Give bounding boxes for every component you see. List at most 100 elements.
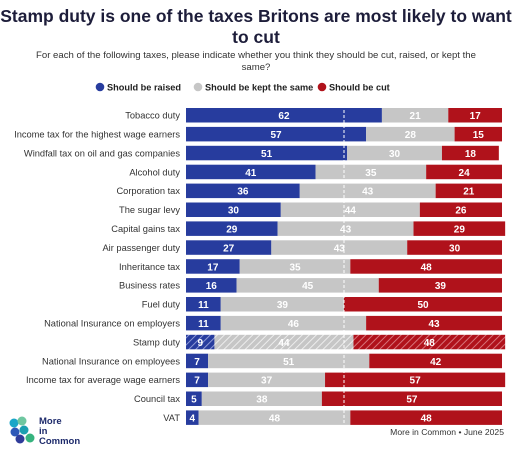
bar-should-be-cut [407, 240, 502, 255]
bar-should-be-kept-the-same [220, 297, 344, 312]
data-label: 17 [207, 262, 219, 273]
data-label: 15 [473, 130, 485, 141]
bar-should-be-cut [353, 334, 506, 350]
data-label: 43 [428, 319, 440, 330]
chart-rows: Tobacco duty 62 21 17 Income tax for the hig… [14, 108, 506, 425]
bar-should-be-cut [419, 202, 502, 217]
data-label: 37 [261, 376, 273, 387]
category-label: Air passenger duty [102, 243, 180, 253]
bar-should-be-raised [186, 372, 209, 388]
bar-should-be-kept-the-same [208, 353, 370, 369]
data-label: 21 [463, 187, 475, 198]
bar-should-be-kept-the-same [271, 240, 408, 255]
bar-should-be-cut [448, 108, 502, 123]
data-label: 43 [340, 224, 352, 235]
data-label: 57 [410, 376, 422, 387]
category-label: The sugar levy [119, 205, 180, 215]
bar-should-be-kept-the-same [214, 334, 354, 350]
data-label: 48 [421, 262, 433, 273]
bar-should-be-raised [186, 259, 240, 274]
data-label: 7 [194, 376, 200, 387]
bar-should-be-kept-the-same [208, 372, 326, 388]
bar-should-be-raised [186, 108, 382, 123]
data-label: 17 [470, 111, 482, 122]
bar-should-be-raised [186, 315, 221, 331]
data-label: 27 [223, 243, 235, 254]
data-label: 35 [365, 168, 377, 179]
category-label: Corporation tax [116, 186, 180, 196]
bar-should-be-raised [186, 334, 215, 350]
data-label: 5 [191, 395, 197, 406]
data-label: 30 [449, 243, 461, 254]
bar-should-be-raised [186, 221, 278, 236]
bar-should-be-cut [325, 372, 506, 388]
bar-should-be-cut [378, 278, 502, 293]
data-label: 35 [289, 262, 301, 273]
data-label: 16 [206, 281, 218, 292]
data-label: 4 [190, 413, 196, 424]
data-label: 44 [345, 206, 357, 217]
bar-should-be-raised [186, 410, 199, 425]
data-label: 51 [261, 149, 273, 160]
legend-marker-should-be-raised [95, 82, 105, 92]
bar-should-be-kept-the-same [201, 391, 322, 406]
brand-name-line3: Common [39, 436, 80, 445]
data-label: 39 [277, 300, 289, 311]
data-label: 28 [405, 130, 417, 141]
bar-should-be-raised [186, 391, 202, 406]
data-label: 11 [198, 300, 209, 311]
data-label: 41 [245, 168, 257, 179]
category-label: Alcohol duty [129, 167, 180, 177]
bar-should-be-raised [186, 183, 300, 199]
data-label: 46 [288, 319, 300, 330]
bar-should-be-cut [441, 145, 499, 161]
source-note: More in Common • June 2025 [390, 427, 504, 437]
bar-should-be-cut [435, 183, 502, 199]
bar-should-be-kept-the-same [347, 145, 442, 161]
data-label: 21 [410, 111, 422, 122]
data-label: 42 [430, 357, 442, 368]
data-label: 57 [270, 130, 282, 141]
data-label: 43 [362, 187, 374, 198]
data-label: 30 [389, 149, 401, 160]
legend-label-should-be-raised: Should be raised [107, 82, 181, 92]
bar-should-be-raised [186, 145, 348, 161]
data-label: 48 [421, 413, 433, 424]
brand-name-line2: in [39, 426, 48, 437]
data-label: 9 [197, 338, 203, 349]
brand-name-line1: More [39, 416, 62, 427]
legend-marker-should-be-kept-the-same [193, 82, 203, 92]
category-label: Stamp duty [133, 337, 180, 347]
bar-should-be-kept-the-same [366, 126, 455, 142]
bar-should-be-kept-the-same [315, 164, 427, 180]
bar-should-be-raised [186, 126, 367, 142]
bar-should-be-cut [369, 353, 502, 369]
category-label: Inheritance tax [119, 262, 180, 272]
bar-should-be-cut [426, 164, 502, 180]
category-label: Fuel duty [142, 300, 181, 310]
chart-subtitle: For each of the following taxes, please … [36, 50, 476, 73]
data-label: 7 [194, 357, 200, 368]
data-label: 30 [228, 206, 240, 217]
bar-should-be-cut [413, 221, 506, 236]
category-label: Business rates [119, 281, 180, 291]
bar-should-be-cut [366, 315, 502, 331]
bar-should-be-kept-the-same [299, 183, 436, 199]
chart-legend: Should be raised Should be kept the same S… [95, 82, 390, 92]
bar-should-be-raised [186, 164, 316, 180]
data-label: 50 [417, 300, 429, 311]
bar-should-be-raised [186, 297, 221, 312]
category-label: Council tax [134, 394, 180, 404]
data-label: 44 [278, 338, 290, 349]
bar-should-be-kept-the-same [280, 202, 420, 217]
bar-should-be-cut [350, 410, 502, 425]
data-label: 11 [198, 319, 209, 330]
bar-should-be-raised [186, 353, 209, 369]
data-label: 48 [424, 338, 436, 349]
data-label: 24 [459, 168, 471, 179]
more-in-common-logo-icon [9, 416, 35, 444]
data-label: 62 [278, 111, 290, 122]
data-label: 48 [269, 413, 281, 424]
category-label: VAT [163, 413, 180, 423]
category-label: Tobacco duty [125, 111, 180, 121]
